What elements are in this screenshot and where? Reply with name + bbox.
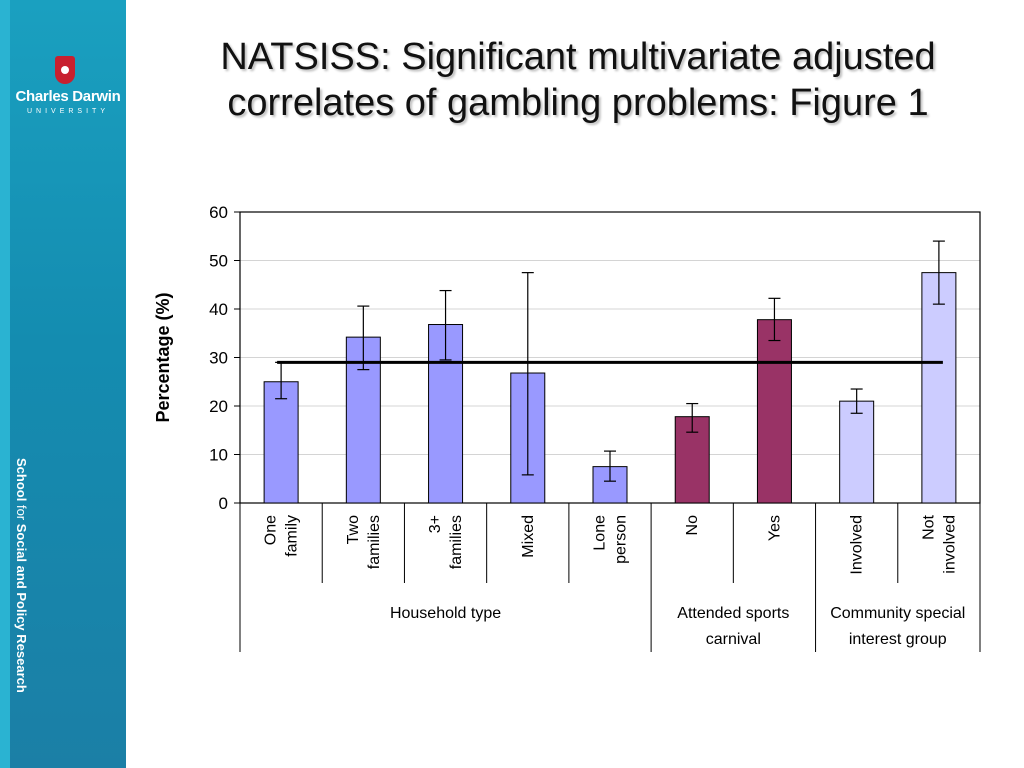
group-label: Household type <box>390 605 501 622</box>
category-label-line: Not <box>920 514 937 539</box>
y-tick-label: 60 <box>209 203 228 222</box>
y-tick-label: 0 <box>219 494 228 513</box>
school-label: School for Social and Policy Research <box>14 458 29 693</box>
category-label-line: Lone <box>592 515 609 551</box>
category-label-line: families <box>448 515 465 569</box>
category-label: Two families <box>345 515 383 569</box>
category-label-line: families <box>366 515 383 569</box>
bar <box>921 272 957 504</box>
category-label-line: family <box>284 515 301 557</box>
category-label: 3+ families <box>427 515 465 569</box>
university-shield-icon <box>55 56 75 84</box>
category-label: Mixed <box>520 515 537 558</box>
category-label-line: Yes <box>766 515 783 541</box>
category-label-line: No <box>684 515 701 536</box>
group-label: Community special <box>830 605 965 622</box>
school-part1: School <box>14 458 29 505</box>
sidebar: Charles Darwin UNIVERSITY School for Soc… <box>0 0 126 768</box>
sidebar-edge <box>0 0 10 768</box>
y-tick-label: 40 <box>209 300 228 319</box>
school-part3: Social and Policy Research <box>14 520 29 693</box>
category-label-line: person <box>613 515 630 564</box>
school-part2: for <box>14 504 29 521</box>
y-tick-label: 20 <box>209 397 228 416</box>
category-label: Yes <box>766 515 783 541</box>
y-tick-label: 10 <box>209 446 228 465</box>
category-label: One family <box>263 515 301 557</box>
y-axis-label: Percentage (%) <box>153 292 173 422</box>
category-label: No <box>684 515 701 536</box>
category-label-line: involved <box>941 515 958 574</box>
title-line-1: NATSISS: Significant multivariate adjust… <box>220 36 936 78</box>
category-label-line: 3+ <box>427 515 444 533</box>
bar <box>263 381 299 504</box>
bar <box>756 319 792 504</box>
logo-name: Charles Darwin <box>15 88 121 105</box>
title-line-2: correlates of gambling problems: Figure … <box>227 82 929 124</box>
y-tick-label: 30 <box>209 349 228 368</box>
category-label: Not involved <box>920 514 958 573</box>
category-label-line: Two <box>345 515 362 544</box>
group-label: interest group <box>849 631 947 648</box>
category-label-line: One <box>263 515 280 545</box>
slide-title: NATSISS: Significant multivariate adjust… <box>140 34 1016 126</box>
logo-sub: UNIVERSITY <box>26 108 109 115</box>
y-tick-label: 50 <box>209 252 228 271</box>
category-label-line: Mixed <box>520 515 537 558</box>
group-label: carnival <box>706 631 761 648</box>
group-label: Attended sports <box>677 605 789 622</box>
category-label: Involved <box>849 515 866 575</box>
bar <box>839 400 875 504</box>
category-label-line: Involved <box>849 515 866 575</box>
category-label: Lone person <box>592 515 630 564</box>
